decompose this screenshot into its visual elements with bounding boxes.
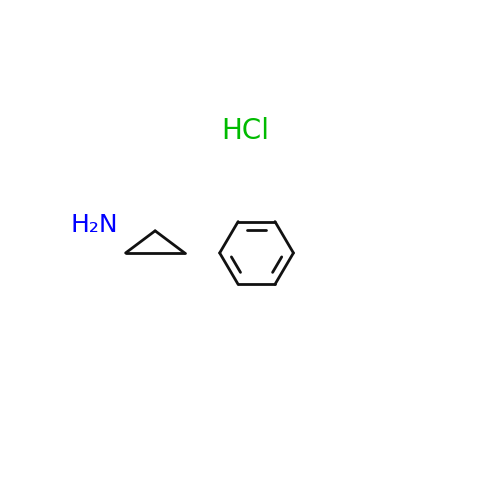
Text: H₂N: H₂N [70, 213, 118, 237]
Text: HCl: HCl [221, 117, 270, 145]
